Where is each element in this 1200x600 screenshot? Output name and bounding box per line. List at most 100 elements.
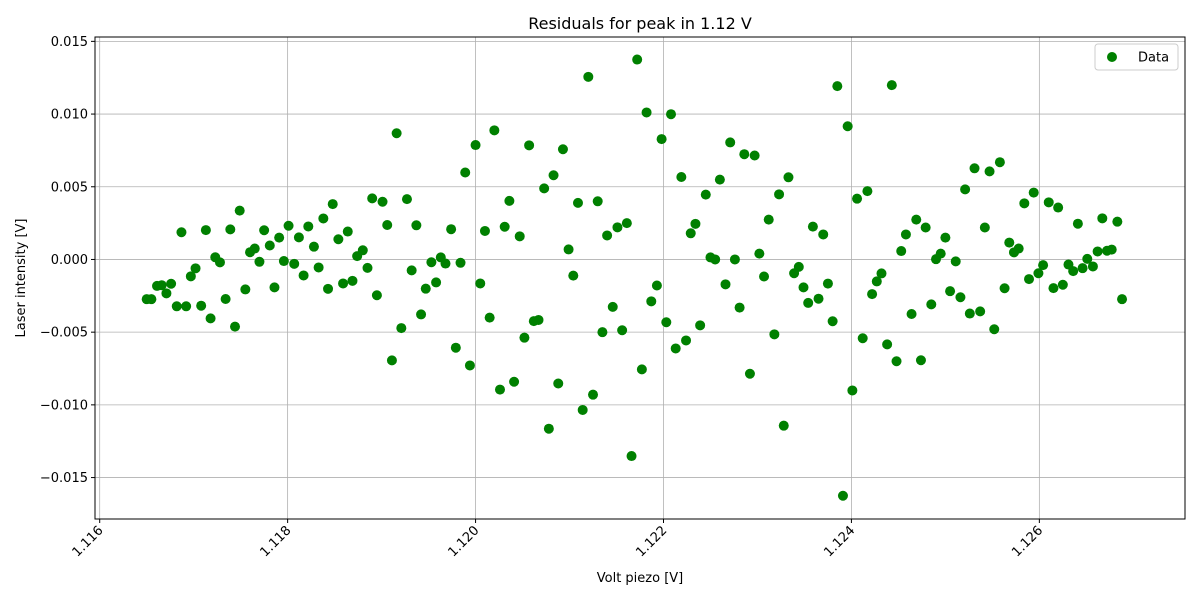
data-point <box>278 256 289 267</box>
data-point <box>857 333 868 344</box>
data-point <box>1013 243 1024 254</box>
data-point <box>744 368 755 379</box>
data-point <box>406 265 417 276</box>
data-point <box>249 243 260 254</box>
data-point <box>871 276 882 287</box>
data-point <box>832 81 843 92</box>
data-point <box>1019 198 1030 209</box>
data-point <box>807 221 818 232</box>
data-point <box>568 270 579 281</box>
data-point <box>607 301 618 312</box>
data-point <box>185 271 196 282</box>
data-point <box>377 196 388 207</box>
data-point <box>396 323 407 334</box>
data-point <box>626 451 637 462</box>
data-point <box>926 299 937 310</box>
data-point <box>214 257 225 268</box>
data-point <box>1028 187 1039 198</box>
data-point <box>989 324 1000 335</box>
data-point <box>323 283 334 294</box>
data-point <box>524 140 535 151</box>
data-point <box>847 385 858 396</box>
data-point <box>1033 268 1044 279</box>
data-point <box>994 157 1005 168</box>
data-point <box>303 221 314 232</box>
data-point <box>714 174 725 185</box>
x-axis-label: Volt piezo [V] <box>597 571 684 586</box>
data-point <box>955 292 966 303</box>
data-point <box>533 314 544 325</box>
data-point <box>264 240 275 251</box>
data-point <box>685 228 696 239</box>
data-point <box>504 195 515 206</box>
data-point <box>940 232 951 243</box>
data-point <box>827 316 838 327</box>
data-point <box>979 222 990 233</box>
data-point <box>455 257 466 268</box>
data-point <box>200 225 211 236</box>
data-point <box>862 186 873 197</box>
data-point <box>876 268 887 279</box>
y-tick-label: −0.015 <box>40 471 88 486</box>
data-point <box>293 232 304 243</box>
data-point <box>166 278 177 289</box>
data-point <box>666 109 677 120</box>
data-point <box>577 404 588 415</box>
data-point <box>289 258 300 269</box>
data-point <box>499 221 510 232</box>
data-point <box>298 270 309 281</box>
data-point <box>646 296 657 307</box>
y-axis-label: Laser intensity [V] <box>14 219 29 338</box>
data-point <box>308 241 319 252</box>
data-point <box>181 301 192 312</box>
y-tick-label: 0.015 <box>51 35 88 50</box>
data-point <box>470 140 481 151</box>
data-point <box>588 389 599 400</box>
data-point <box>519 332 530 343</box>
data-point <box>656 134 667 145</box>
data-point <box>749 150 760 161</box>
data-point <box>557 144 568 155</box>
data-point <box>450 342 461 353</box>
data-point <box>886 80 897 91</box>
data-point <box>661 317 672 328</box>
data-point <box>945 286 956 297</box>
data-point <box>690 218 701 229</box>
data-point <box>754 248 765 259</box>
data-point <box>720 279 731 290</box>
data-point <box>225 224 236 235</box>
data-point <box>710 254 721 265</box>
data-point <box>882 339 893 350</box>
data-point <box>759 271 770 282</box>
data-point <box>572 197 583 208</box>
data-point <box>357 245 368 256</box>
data-point <box>1077 263 1088 274</box>
legend-marker <box>1107 52 1117 62</box>
data-point <box>793 261 804 272</box>
data-point <box>969 163 980 174</box>
y-tick-label: 0.000 <box>51 253 88 268</box>
data-point <box>156 280 167 291</box>
data-point <box>440 258 451 269</box>
data-point <box>950 256 961 267</box>
legend: Data <box>1094 43 1179 71</box>
data-point <box>1053 202 1064 213</box>
data-point <box>632 54 643 65</box>
data-point <box>1087 261 1098 272</box>
data-point <box>386 355 397 366</box>
data-point <box>1068 266 1079 277</box>
data-point <box>641 107 652 118</box>
data-point <box>592 196 603 207</box>
data-point <box>230 321 241 332</box>
data-point <box>975 306 986 317</box>
data-point <box>161 288 172 299</box>
data-point <box>240 284 251 295</box>
data-point <box>1117 294 1128 305</box>
data-point <box>420 283 431 294</box>
data-point <box>333 234 344 245</box>
data-point <box>935 248 946 259</box>
data-point <box>146 294 157 305</box>
data-point <box>906 308 917 319</box>
data-point <box>681 335 692 346</box>
data-point <box>371 290 382 301</box>
